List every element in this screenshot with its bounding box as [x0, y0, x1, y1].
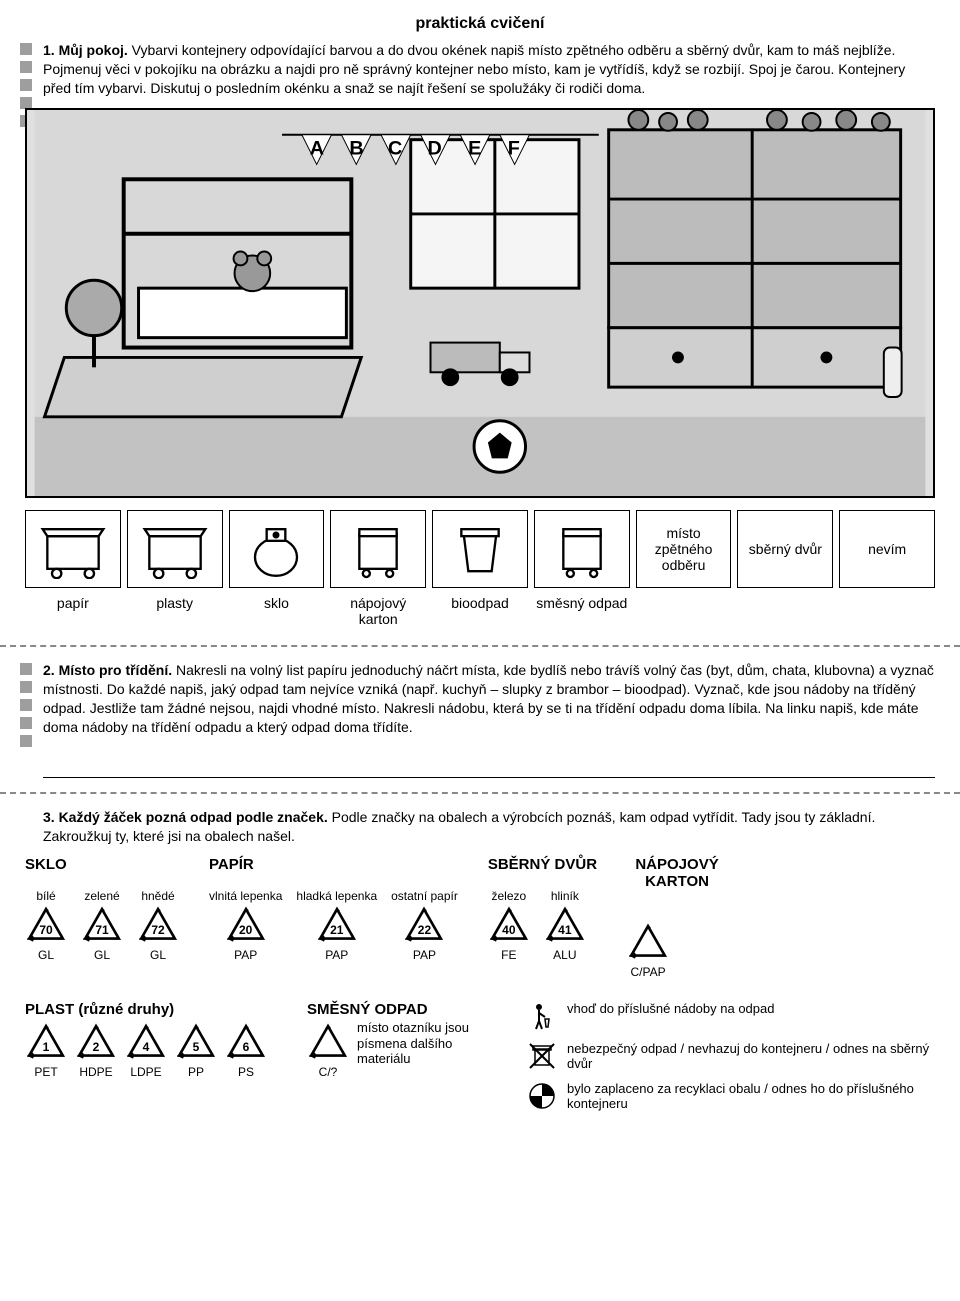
svg-text:E: E	[468, 137, 481, 159]
lbl-napojovy: nápojový karton	[330, 592, 426, 627]
recycle-symbol: 1PET	[25, 1020, 67, 1079]
group-plast: PLAST (různé druhy) 1PET2HDPE4LDPE5PP6PS	[25, 1001, 267, 1079]
bin-labels: papír plasty sklo nápojový karton bioodp…	[25, 592, 935, 627]
page-title: praktická cvičení	[25, 15, 935, 33]
smesny-code: C/?	[307, 1065, 349, 1079]
exercise-2: 2. Místo pro třídění. Nakresli na volný …	[25, 661, 935, 779]
title-napojovy: NÁPOJOVÝ KARTON	[627, 856, 727, 890]
exercise-1: 1. Můj pokoj. Vybarvi kontejnery odpovíd…	[25, 41, 935, 98]
recycle-symbol: zelené71GL	[81, 875, 123, 962]
recycle-symbol: hladká lepenka21PAP	[296, 875, 377, 962]
lbl-empty3	[839, 592, 935, 627]
tidyman-icon	[527, 1001, 557, 1031]
info-column: vhoď do příslušné nádoby na odpad nebezp…	[527, 1001, 935, 1111]
lbl-empty2	[737, 592, 833, 627]
room-illustration: A B C D E F	[25, 108, 935, 498]
bin-text-nevim: nevím	[839, 510, 935, 588]
svg-text:B: B	[349, 137, 363, 159]
recycle-symbol: C/PAP	[627, 892, 669, 979]
answer-line[interactable]	[43, 750, 935, 778]
lbl-sklo: sklo	[229, 592, 325, 627]
ex1-text: Vybarvi kontejnery odpovídající barvou a…	[43, 42, 905, 96]
title-smesny: SMĚSNÝ ODPAD	[307, 1001, 487, 1018]
green-dot-icon	[527, 1081, 557, 1111]
svg-text:A: A	[310, 137, 324, 159]
bin-text-sberny: sběrný dvůr	[737, 510, 833, 588]
recycle-symbol: hnědé72GL	[137, 875, 179, 962]
lbl-bioodpad: bioodpad	[432, 592, 528, 627]
lbl-smesny: směsný odpad	[534, 592, 630, 627]
ex3-lead: 3. Každý žáček pozná odpad podle značek.	[43, 809, 328, 825]
lbl-empty1	[636, 592, 732, 627]
recycle-symbol: železo40FE	[488, 875, 530, 962]
bins-row: místo zpětného odběru sběrný dvůr nevím	[25, 510, 935, 588]
recycle-symbol: hliník41ALU	[544, 875, 586, 962]
lbl-plasty: plasty	[127, 592, 223, 627]
group-sberny: SBĚRNÝ DVŮR železo40FE hliník41ALU	[488, 856, 597, 979]
recycle-symbol: 6PS	[225, 1020, 267, 1079]
ex2-text: Nakresli na volný list papíru jednoduchý…	[43, 662, 934, 735]
svg-text:D: D	[428, 137, 442, 159]
info-text-3: bylo zaplaceno za recyklaci obalu / odne…	[567, 1081, 935, 1111]
recycle-symbol: 2HDPE	[75, 1020, 117, 1079]
group-napojovy: NÁPOJOVÝ KARTON C/PAP	[627, 856, 727, 979]
bin-bioodpad	[432, 510, 528, 588]
group-sklo: SKLO bílé70GL zelené71GL hnědé72GL	[25, 856, 179, 979]
symbols-section: SKLO bílé70GL zelené71GL hnědé72GL PAPÍR v…	[25, 856, 935, 1111]
bullet-squares-2	[20, 663, 32, 747]
info-text-2: nebezpečný odpad / nevhazuj do kontejner…	[567, 1041, 935, 1071]
info-text-1: vhoď do příslušné nádoby na odpad	[567, 1001, 774, 1016]
title-sklo: SKLO	[25, 856, 179, 873]
dashed-separator-1	[0, 645, 960, 647]
title-papir: PAPÍR	[209, 856, 458, 873]
bin-plasty	[127, 510, 223, 588]
crossed-bin-icon	[527, 1041, 557, 1071]
bin-smesny	[534, 510, 630, 588]
group-smesny: SMĚSNÝ ODPAD C/? místo otazníku jsou pís…	[307, 1001, 487, 1079]
ex2-lead: 2. Místo pro třídění.	[43, 662, 172, 678]
bin-napojovy	[330, 510, 426, 588]
recycle-symbol: ostatní papír22PAP	[391, 875, 458, 962]
dashed-separator-2	[0, 792, 960, 794]
bin-sklo	[229, 510, 325, 588]
exercise-3: 3. Každý žáček pozná odpad podle značek.…	[25, 808, 935, 846]
recycle-symbol: vlnitá lepenka20PAP	[209, 875, 282, 962]
smesny-symbol: C/?	[307, 1020, 349, 1079]
recycle-symbol: bílé70GL	[25, 875, 67, 962]
svg-text:F: F	[508, 137, 520, 159]
group-papir: PAPÍR vlnitá lepenka20PAPhladká lepenka2…	[209, 856, 458, 979]
bin-text-zpetny: místo zpětného odběru	[636, 510, 732, 588]
bin-papir	[25, 510, 121, 588]
title-plast: PLAST (různé druhy)	[25, 1001, 267, 1018]
smesny-note: místo otazníku jsou písmena dalšího mate…	[357, 1020, 487, 1067]
lbl-papir: papír	[25, 592, 121, 627]
recycle-symbol: 5PP	[175, 1020, 217, 1079]
svg-text:C: C	[388, 137, 402, 159]
recycle-symbol: 4LDPE	[125, 1020, 167, 1079]
ex1-lead: 1. Můj pokoj.	[43, 42, 128, 58]
title-sberny: SBĚRNÝ DVŮR	[488, 856, 597, 873]
